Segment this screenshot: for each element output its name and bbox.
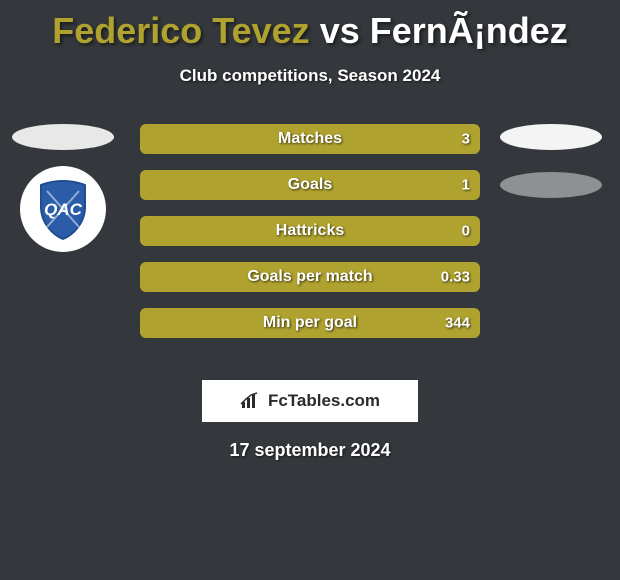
stat-value-right: 0 [462,223,470,240]
stat-value-right: 3 [462,131,470,148]
stat-row: Goals per match 0.33 [140,262,480,292]
left-club-badge: QAC [20,166,106,252]
stats-arena: QAC Matches 3 Goals 1 Hattricks 0 [0,124,620,354]
bar-chart-icon [240,392,262,410]
left-identity-column: QAC [8,124,118,252]
right-identity-column [496,124,606,220]
date-text: 17 september 2024 [0,440,620,461]
right-club-oval [500,172,602,198]
stat-row: Matches 3 [140,124,480,154]
subtitle: Club competitions, Season 2024 [0,66,620,86]
stat-value-right: 0.33 [441,269,470,286]
brand-box: FcTables.com [202,380,418,422]
stat-row: Min per goal 344 [140,308,480,338]
stat-label: Goals per match [247,268,372,286]
player2-name: FernÃ¡ndez [370,10,568,51]
right-nation-oval [500,124,602,150]
stat-value-right: 1 [462,177,470,194]
stat-label: Hattricks [276,222,344,240]
stat-label: Goals [288,176,332,194]
stat-label: Min per goal [263,314,357,332]
vs-text: vs [320,10,360,51]
stat-row: Hattricks 0 [140,216,480,246]
player1-name: Federico Tevez [52,10,309,51]
comparison-title: Federico Tevez vs FernÃ¡ndez [0,0,620,52]
stat-row: Goals 1 [140,170,480,200]
badge-letters: QAC [44,200,83,219]
brand-text: FcTables.com [268,391,380,411]
shield-icon: QAC [31,177,95,241]
stat-value-right: 344 [445,315,470,332]
left-nation-oval [12,124,114,150]
stat-label: Matches [278,130,342,148]
stat-rows: Matches 3 Goals 1 Hattricks 0 Goals per … [140,124,480,338]
stat-fill-left [140,170,310,200]
stat-fill-right [310,170,480,200]
